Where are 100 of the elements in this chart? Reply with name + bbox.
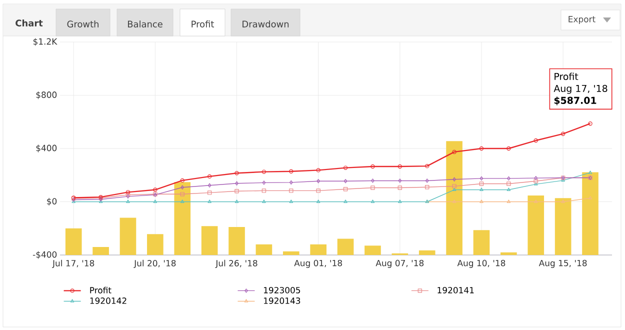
text: Export xyxy=(568,16,596,24)
point xyxy=(398,186,402,190)
x-tick-label: Aug 10, '18 xyxy=(457,260,506,268)
point xyxy=(262,180,266,185)
bar xyxy=(418,250,436,255)
point xyxy=(234,200,239,203)
bar xyxy=(500,252,517,255)
point xyxy=(316,168,320,172)
chart-title: Chart xyxy=(16,20,43,26)
bar xyxy=(65,228,82,255)
point xyxy=(207,190,212,195)
point xyxy=(344,179,348,184)
point xyxy=(506,200,511,203)
point xyxy=(370,164,375,169)
point xyxy=(316,179,320,184)
y-tick-label: $1.2K xyxy=(33,38,58,46)
point xyxy=(180,200,184,203)
point xyxy=(534,200,538,203)
bar xyxy=(554,198,572,255)
point xyxy=(534,138,538,143)
point xyxy=(534,176,538,180)
text: Profit xyxy=(192,20,214,28)
point xyxy=(289,188,294,193)
point xyxy=(480,188,484,191)
legend-label: 1923005 xyxy=(264,286,300,294)
bar xyxy=(310,244,326,255)
point xyxy=(126,200,130,203)
bar xyxy=(446,141,462,255)
point xyxy=(425,164,430,168)
x-tick-label: Aug 01, '18 xyxy=(294,260,342,268)
point xyxy=(398,178,402,183)
point xyxy=(452,177,456,182)
bar xyxy=(364,246,381,255)
point xyxy=(425,185,430,190)
bar xyxy=(201,226,218,255)
y-tick-label: $800 xyxy=(36,91,57,100)
point xyxy=(208,183,212,188)
point xyxy=(126,190,130,194)
point xyxy=(452,188,456,191)
point xyxy=(262,170,266,174)
legend-label: 1920141 xyxy=(438,286,474,294)
text: Growth xyxy=(67,20,98,28)
point xyxy=(180,185,184,190)
point xyxy=(479,182,484,186)
point xyxy=(534,182,538,186)
legend-label: Profit xyxy=(90,286,112,294)
point xyxy=(207,174,212,179)
legend-label: 1920143 xyxy=(264,297,300,304)
annotation: Aug 17, '18 xyxy=(554,84,608,94)
point xyxy=(289,200,293,203)
point xyxy=(316,188,320,193)
point xyxy=(180,192,184,196)
annotation: Profit xyxy=(554,72,578,80)
x-tick-label: Jul 17, '18 xyxy=(52,260,94,268)
y-tick-label: -$400 xyxy=(32,251,57,259)
point xyxy=(506,188,511,191)
annotation: $587.01 xyxy=(554,96,596,106)
point xyxy=(371,178,374,183)
point xyxy=(480,176,484,181)
bar xyxy=(528,195,544,255)
point xyxy=(506,146,511,151)
point xyxy=(153,200,158,203)
point xyxy=(343,166,348,170)
bar xyxy=(174,182,191,255)
legend-label: 1920142 xyxy=(90,297,126,304)
bar xyxy=(582,172,598,255)
point xyxy=(479,146,484,151)
point xyxy=(290,180,293,185)
x-tick-label: Jul 26, '18 xyxy=(215,260,258,268)
bar xyxy=(228,227,245,255)
point xyxy=(425,178,429,183)
bar xyxy=(120,218,136,255)
point xyxy=(262,188,266,193)
point xyxy=(506,182,511,186)
y-tick-label: $400 xyxy=(36,144,57,152)
point xyxy=(480,200,484,203)
point xyxy=(398,200,402,203)
point xyxy=(452,150,456,154)
point xyxy=(316,200,320,203)
point xyxy=(343,187,348,192)
y-tick-label: $0 xyxy=(47,198,57,206)
point xyxy=(452,184,456,188)
x-tick-label: Aug 07, '18 xyxy=(376,260,424,268)
text: Drawdown xyxy=(242,20,289,28)
bar xyxy=(256,244,272,255)
point xyxy=(344,200,348,203)
point xyxy=(153,188,158,192)
x-tick-label: Jul 20, '18 xyxy=(134,260,176,268)
x-tick-label: Aug 15, '18 xyxy=(538,260,587,268)
point xyxy=(561,178,565,182)
point xyxy=(507,176,510,181)
point xyxy=(370,186,375,190)
text: Balance xyxy=(128,20,162,28)
point xyxy=(289,169,294,174)
point xyxy=(234,171,239,176)
bar xyxy=(337,238,354,255)
point xyxy=(98,200,103,203)
point xyxy=(398,164,402,169)
point xyxy=(534,179,538,184)
point xyxy=(180,178,184,183)
